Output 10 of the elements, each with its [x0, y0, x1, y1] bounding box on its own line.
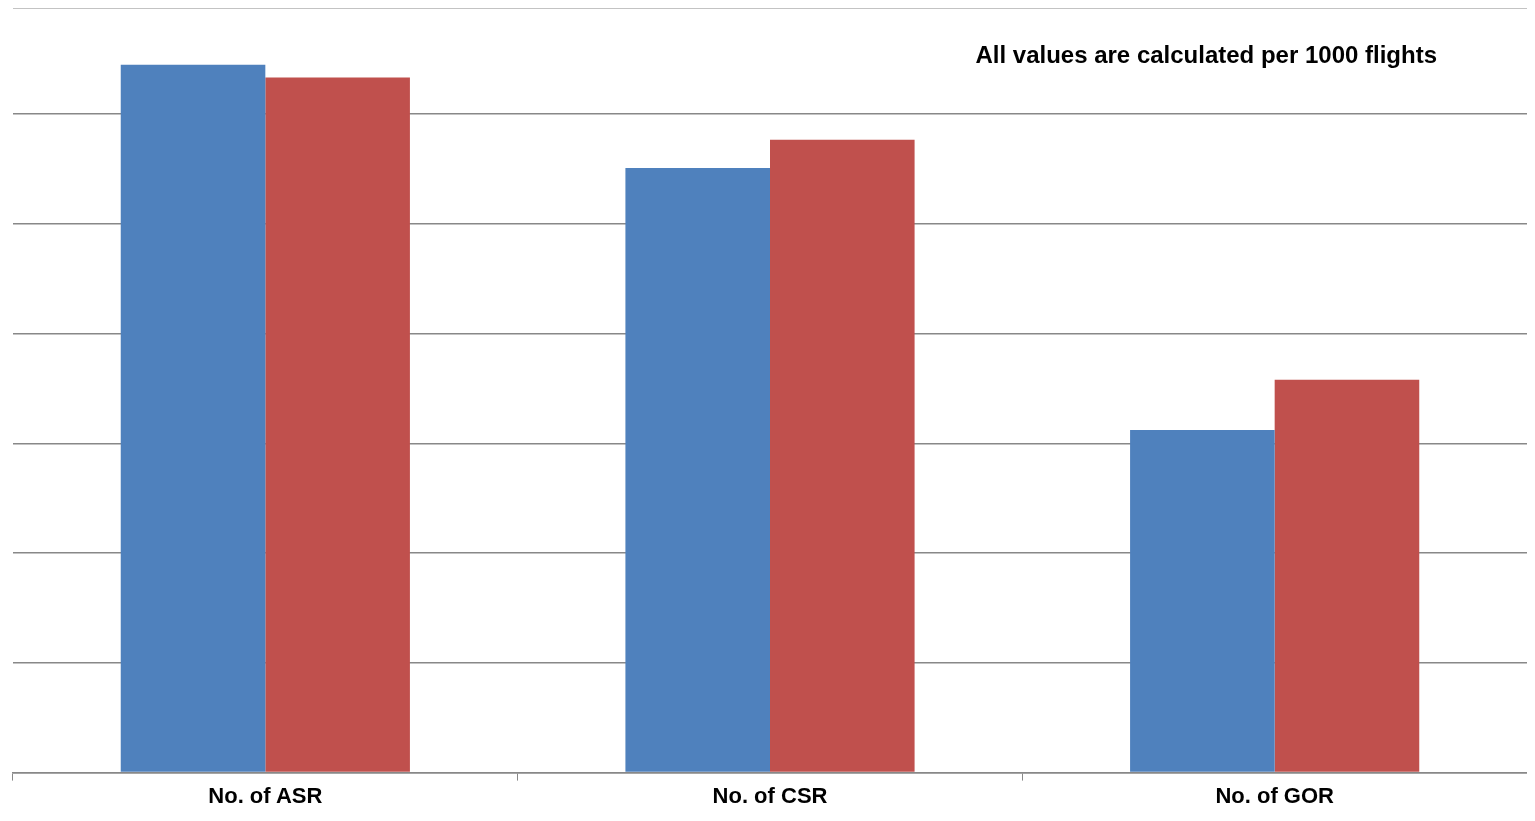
bar	[770, 139, 915, 772]
x-tick-label: No. of ASR	[208, 782, 323, 808]
bar	[625, 168, 770, 772]
x-tick-label: No. of GOR	[1215, 782, 1335, 808]
bar	[120, 64, 266, 772]
x-tick-label: No. of CSR	[712, 782, 828, 808]
bar	[1130, 429, 1275, 772]
annotation: All values are calculated per 1000 flights	[975, 40, 1437, 68]
bar	[265, 77, 410, 772]
bar	[1274, 379, 1420, 772]
